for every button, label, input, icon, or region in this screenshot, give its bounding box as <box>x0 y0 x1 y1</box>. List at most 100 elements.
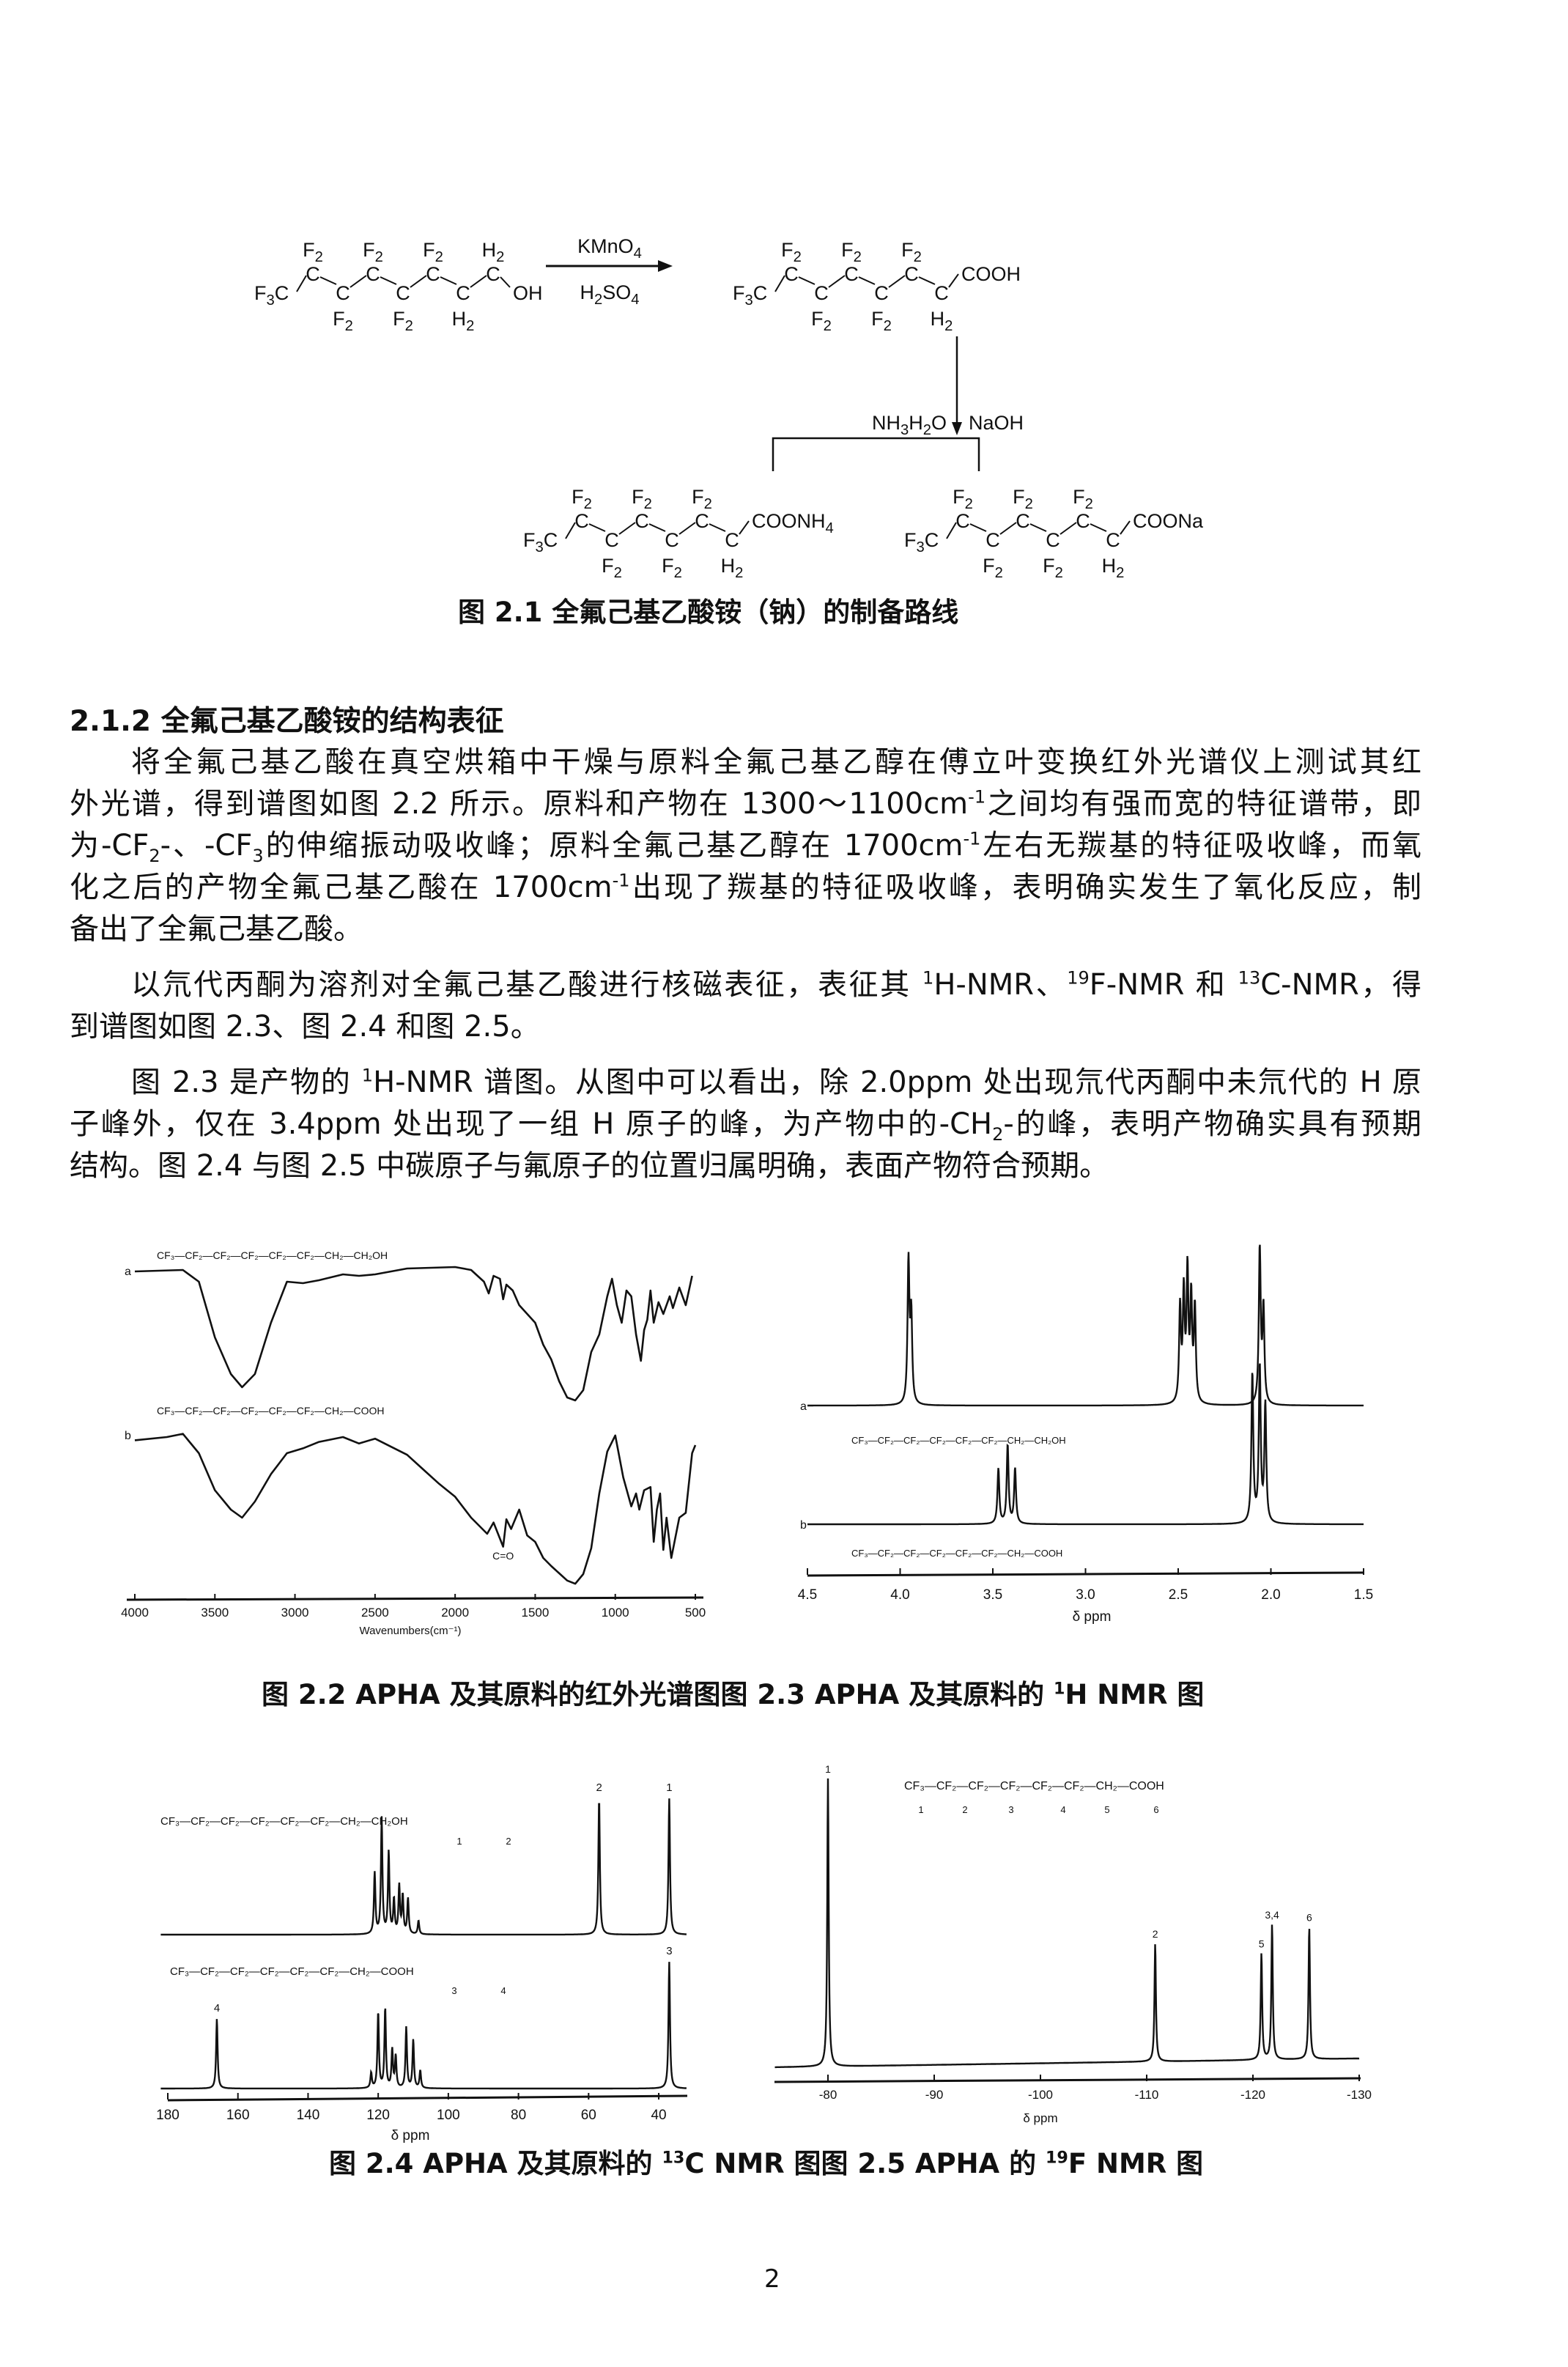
bond <box>500 276 511 288</box>
text-run: C-NMR，得 <box>1260 968 1421 1002</box>
x-tick-label: -90 <box>925 2088 944 2102</box>
text-run: H-NMR、 <box>933 968 1068 1002</box>
substituent-label: H2​ <box>452 308 475 334</box>
substituent-label: F2​ <box>632 486 652 512</box>
superscript: 1 <box>1053 1679 1065 1699</box>
bond <box>470 275 487 288</box>
text-run: 外光谱，得到谱图如图 2.2 所示。原料和产物在 1300～1100cm <box>70 787 969 821</box>
bond <box>648 523 666 532</box>
peak-label: 1 <box>666 1781 672 1794</box>
substituent-label: F2​ <box>572 486 592 512</box>
paragraph: 图 2.3 是产物的 1H-NMR 谱图。从图中可以看出，除 2.0ppm 处出… <box>70 1062 1421 1187</box>
atom-number: 5 <box>1104 1804 1109 1815</box>
substituent-label: H2​ <box>931 308 953 334</box>
carbon-atom: C <box>904 263 919 285</box>
atom-number: 1 <box>456 1836 462 1847</box>
carbon-atom: C <box>725 529 739 551</box>
text-line: 为-CF2-、-CF3的伸缩振动吸收峰；原料全氟己基乙醇在 1700cm-1左右… <box>70 825 1421 867</box>
substituent-label: F2​ <box>983 555 1003 581</box>
x-tick-label: 3.0 <box>1076 1587 1095 1603</box>
x-tick-label: 3.5 <box>983 1587 1002 1603</box>
group-label: F3​C <box>733 282 767 309</box>
carbon-atom: C <box>306 263 320 285</box>
superscript: 19 <box>1045 2148 1068 2168</box>
structure-formula-b: CF₃—CF₂—CF₂—CF₂—CF₂—CF₂—CH₂—COOH <box>157 1405 385 1417</box>
superscript: 1 <box>361 1065 374 1086</box>
text-line: 到谱图如图 2.3、图 2.4 和图 2.5。 <box>70 1006 1421 1048</box>
subscript: 3 <box>252 846 264 866</box>
text-run: 的伸缩振动吸收峰；原料全氟己基乙醇在 1700cm <box>263 829 964 863</box>
structure-formula-a: CF₃—CF₂—CF₂—CF₂—CF₂—CF₂—CH₂—CH₂OH <box>157 1249 388 1261</box>
atom-number: 4 <box>1060 1804 1065 1815</box>
x-axis-label: δ ppm <box>1073 1609 1112 1625</box>
substituent-label: F2​ <box>901 239 922 265</box>
carbon-atom: C <box>844 263 859 285</box>
bond <box>1029 523 1047 532</box>
carbon-atom: C <box>665 529 679 551</box>
structure-formula: CF₃—CF₂—CF₂—CF₂—CF₂—CF₂—CH₂—COOH <box>904 1780 1164 1792</box>
series-label-b: b <box>125 1430 131 1442</box>
oxidant-label: KMnO4​ <box>577 235 642 262</box>
bond <box>319 276 337 285</box>
x-tick-label: 140 <box>297 2108 320 2123</box>
text-run: 结构。图 2.4 与图 2.5 中碳原子与氟原子的位置归属明确，表面产物符合预期… <box>70 1149 1109 1183</box>
carbon-atom: C <box>574 510 589 532</box>
peak-label: 2 <box>1153 1928 1158 1940</box>
substituent-label: F2​ <box>781 239 802 265</box>
series-label-a: a <box>125 1266 131 1278</box>
bond <box>888 275 906 288</box>
page-number: 2 <box>764 2264 780 2294</box>
section-body: 将全氟己基乙酸在真空烘箱中干燥与原料全氟己基乙醇在傅立叶变换红外光谱仪上测试其红… <box>70 742 1421 1187</box>
x-tick-label: 3500 <box>201 1606 229 1620</box>
bond <box>296 275 307 292</box>
text-line: 将全氟己基乙酸在真空烘箱中干燥与原料全氟己基乙醇在傅立叶变换红外光谱仪上测试其红 <box>70 742 1421 783</box>
substituent-label: F2​ <box>1043 555 1063 581</box>
carbon-atom: C <box>1046 529 1060 551</box>
ir-curve-a <box>134 1266 693 1402</box>
peak-annotation: C=O <box>492 1550 514 1562</box>
bond <box>1120 520 1131 535</box>
substituent-label: F2​ <box>333 308 353 334</box>
group-label: F3​C <box>904 529 939 555</box>
1h-nmr-chart: a CF₃—CF₂—CF₂—CF₂—CF₂—CF₂—CH₂—CH₂OH b CF₃—C… <box>798 1244 1373 1625</box>
subscript: 2 <box>992 1124 1004 1145</box>
bond <box>774 275 785 292</box>
bond <box>565 522 576 539</box>
end-group-label: COONa <box>1133 510 1204 532</box>
text-run: H NMR 图 <box>1065 1679 1205 1710</box>
19f-nmr-chart: CF₃—CF₂—CF₂—CF₂—CF₂—CF₂—CH₂—COOH 1 2 3 4 5 6 1 2… <box>774 1763 1372 2125</box>
atom-number: 6 <box>1153 1804 1158 1815</box>
structure-formula-a: CF₃—CF₂—CF₂—CF₂—CF₂—CF₂—CH₂—CH₂OH <box>851 1435 1066 1446</box>
text-line: 备出了全氟己基乙酸。 <box>70 909 1421 950</box>
substituent-label: F2​ <box>953 486 973 512</box>
carbon-atom: C <box>486 263 500 285</box>
peak-label: 1 <box>825 1763 831 1775</box>
synthesis-scheme: F3​CCF2​CF2​CF2​CF2​CF2​CH2​CH2​OHF3​CCF… <box>254 235 1204 581</box>
peak-label: 2 <box>596 1781 602 1794</box>
x-tick-label: 160 <box>226 2108 250 2123</box>
text-run: 为-CF <box>70 829 149 863</box>
substituent-label: H2​ <box>482 239 505 265</box>
bond <box>678 522 696 535</box>
bond <box>410 275 427 288</box>
x-axis <box>774 2077 1361 2083</box>
superscript: -1 <box>968 786 986 808</box>
atom-number: 3 <box>451 1985 456 1996</box>
x-tick-label: 1500 <box>522 1606 550 1620</box>
substituent-label: F2​ <box>363 239 383 265</box>
superscript: 13 <box>662 2148 685 2168</box>
x-tick-label: -80 <box>819 2088 837 2102</box>
peak-label: 3,4 <box>1265 1909 1279 1921</box>
ir-curve-b <box>134 1433 697 1585</box>
text-run: 之间均有强而宽的特征谱带，即 <box>985 787 1422 821</box>
text-line: 以氘代丙酮为溶剂对全氟己基乙酸进行核磁表征，表征其 1H-NMR、19F-NMR… <box>70 964 1421 1006</box>
end-group-label: OH <box>513 282 543 304</box>
figure-2-2-2-3-caption: 图 2.2 APHA 及其原料的红外光谱图图 2.3 APHA 及其原料的 1H… <box>262 1678 1204 1712</box>
substituent-label: F2​ <box>811 308 832 334</box>
x-tick-label: -100 <box>1028 2088 1053 2102</box>
superscript: 13 <box>1238 967 1261 989</box>
nmr-trace-b <box>807 1363 1364 1526</box>
nmr-trace-alcohol <box>160 1798 687 1936</box>
bond <box>1059 522 1077 535</box>
